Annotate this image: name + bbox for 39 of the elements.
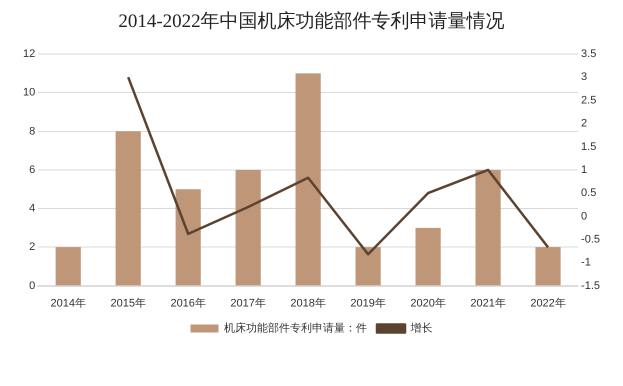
- x-tick-label: 2019年: [350, 297, 386, 310]
- y2-tick-label: -0.5: [581, 233, 600, 246]
- y2-tick-label: 0: [581, 210, 588, 222]
- y-tick-label: 4: [29, 202, 36, 215]
- x-tick-label: 2022年: [530, 297, 566, 310]
- y-tick-label: 10: [22, 86, 36, 99]
- y-tick-label: 8: [29, 125, 36, 138]
- y2-tick-label: -1: [581, 256, 591, 269]
- y2-tick-label: 2.5: [581, 94, 596, 106]
- y-tick-label: 12: [22, 48, 36, 60]
- x-tick-label: 2017年: [230, 297, 266, 310]
- x-tick-label: 2018年: [290, 297, 326, 310]
- y2-tick-label: 1.5: [581, 140, 596, 153]
- y-tick-label: 2: [29, 241, 36, 254]
- y2-tick-label: 3: [581, 71, 588, 84]
- bar: [535, 247, 561, 286]
- bar: [176, 189, 201, 286]
- bar: [416, 228, 441, 286]
- bar: [56, 247, 81, 286]
- bar: [475, 170, 501, 286]
- y-tick-label: 0: [29, 280, 36, 292]
- bar: [236, 170, 261, 286]
- x-tick-label: 2016年: [170, 297, 206, 310]
- x-tick-label: 2015年: [110, 297, 146, 310]
- bar: [116, 131, 141, 286]
- bar: [356, 247, 381, 286]
- x-tick-label: 2020年: [410, 297, 446, 310]
- legend-label: 增长: [410, 322, 432, 335]
- y2-tick-label: -1.5: [581, 280, 600, 292]
- bar: [296, 73, 321, 286]
- x-tick-label: 2014年: [50, 297, 86, 310]
- chart-title: 2014-2022年中国机床功能部件专利申请量情况: [117, 10, 506, 34]
- y-tick-label: 6: [29, 164, 36, 176]
- y2-tick-label: 2: [581, 118, 588, 130]
- y2-tick-label: 3.5: [581, 48, 596, 60]
- x-tick-label: 2021年: [470, 297, 506, 310]
- y2-tick-label: 0.5: [581, 187, 596, 200]
- y2-tick-label: 1: [581, 164, 588, 176]
- legend-label: 机床功能部件专利申请量：件: [224, 322, 367, 335]
